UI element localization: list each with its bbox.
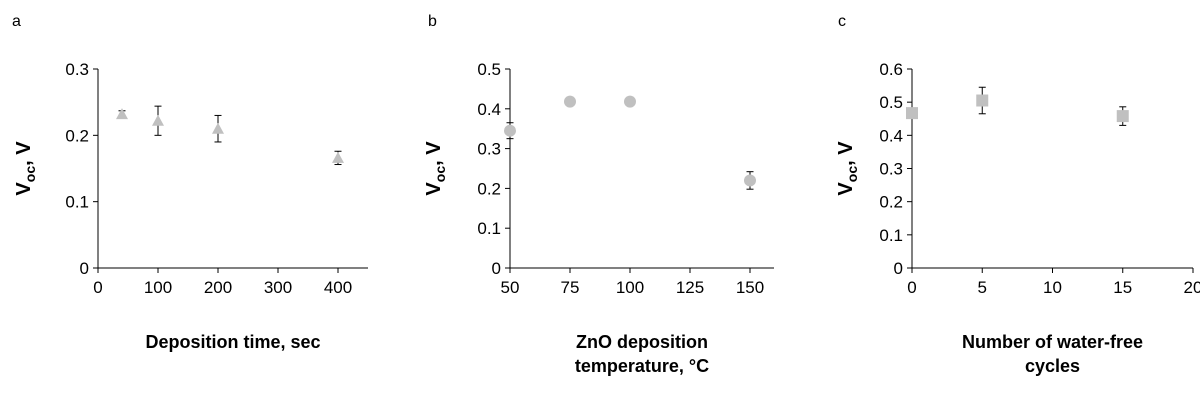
data-point [744, 171, 756, 190]
x-axis-label: Number of water-free [962, 332, 1143, 352]
x-axis-label: ZnO deposition [576, 332, 708, 352]
x-tick-label: 125 [676, 278, 704, 297]
x-axis-label: temperature, °C [575, 356, 709, 376]
x-tick-label: 75 [561, 278, 580, 297]
data-point [332, 150, 344, 166]
x-tick-label: 100 [616, 278, 644, 297]
circle-marker [624, 95, 636, 108]
y-tick-label: 0.3 [879, 160, 903, 179]
chart-panel-b: b 0 0.1 0.2 0.3 0.4 0.5 50 75 100 125 150 ZnO deposi… [423, 13, 774, 376]
data-point [504, 122, 516, 140]
data-point [564, 95, 576, 108]
panel-label: b [428, 13, 437, 30]
square-marker [976, 94, 989, 107]
y-tick-label: 0.5 [879, 93, 903, 112]
circle-marker [504, 124, 516, 137]
y-tick-label: 0.3 [65, 60, 89, 79]
chart-panel-c: c 0 0.1 0.2 0.3 0.4 0.5 0.6 0 5 10 15 20 Number of wa… [835, 13, 1200, 376]
x-tick-label: 150 [736, 278, 764, 297]
circle-marker [744, 174, 756, 187]
data-point [976, 86, 989, 115]
x-tick-label: 15 [1113, 278, 1132, 297]
data-point [1116, 106, 1129, 126]
x-tick-label: 400 [324, 278, 352, 297]
y-tick-label: 0.4 [879, 126, 903, 145]
data-point [116, 108, 128, 120]
x-axis-label: cycles [1025, 356, 1080, 376]
x-tick-label: 300 [264, 278, 292, 297]
x-tick-label: 100 [144, 278, 172, 297]
triangle-marker [152, 114, 164, 126]
y-tick-label: 0 [894, 259, 903, 278]
x-tick-label: 200 [204, 278, 232, 297]
panel-label: a [12, 13, 21, 30]
y-axis-label: Voc, V [835, 141, 860, 196]
y-tick-label: 0.1 [65, 193, 89, 212]
triangle-marker [116, 108, 128, 120]
square-marker [1116, 110, 1129, 123]
x-tick-label: 0 [907, 278, 916, 297]
y-tick-label: 0.1 [477, 219, 501, 238]
chart-panel-a: a 0 0.1 0.2 0.3 0 100 200 300 400 Deposition time,… [12, 13, 368, 352]
triangle-marker [212, 122, 224, 134]
y-tick-label: 0.3 [477, 140, 501, 159]
x-tick-label: 20 [1184, 278, 1200, 297]
data-point [624, 95, 636, 108]
y-tick-label: 0 [492, 259, 501, 278]
x-tick-label: 5 [978, 278, 987, 297]
y-axis-label: Voc, V [13, 141, 38, 196]
y-tick-label: 0.2 [477, 179, 501, 198]
square-marker [906, 107, 918, 120]
y-tick-label: 0.4 [477, 100, 501, 119]
data-point [152, 105, 164, 136]
x-tick-label: 50 [501, 278, 520, 297]
x-tick-label: 10 [1043, 278, 1062, 297]
y-tick-label: 0 [80, 259, 89, 278]
y-axis-label: Voc, V [423, 141, 448, 196]
y-tick-label: 0.2 [879, 193, 903, 212]
data-point [906, 107, 918, 120]
y-tick-label: 0.5 [477, 60, 501, 79]
panel-label: c [838, 13, 846, 30]
triangle-marker [332, 151, 344, 163]
x-axis-label: Deposition time, sec [145, 332, 320, 352]
data-point [212, 114, 224, 143]
circle-marker [564, 95, 576, 108]
x-tick-label: 0 [93, 278, 102, 297]
y-tick-label: 0.2 [65, 126, 89, 145]
y-tick-label: 0.1 [879, 226, 903, 245]
y-tick-label: 0.6 [879, 60, 903, 79]
